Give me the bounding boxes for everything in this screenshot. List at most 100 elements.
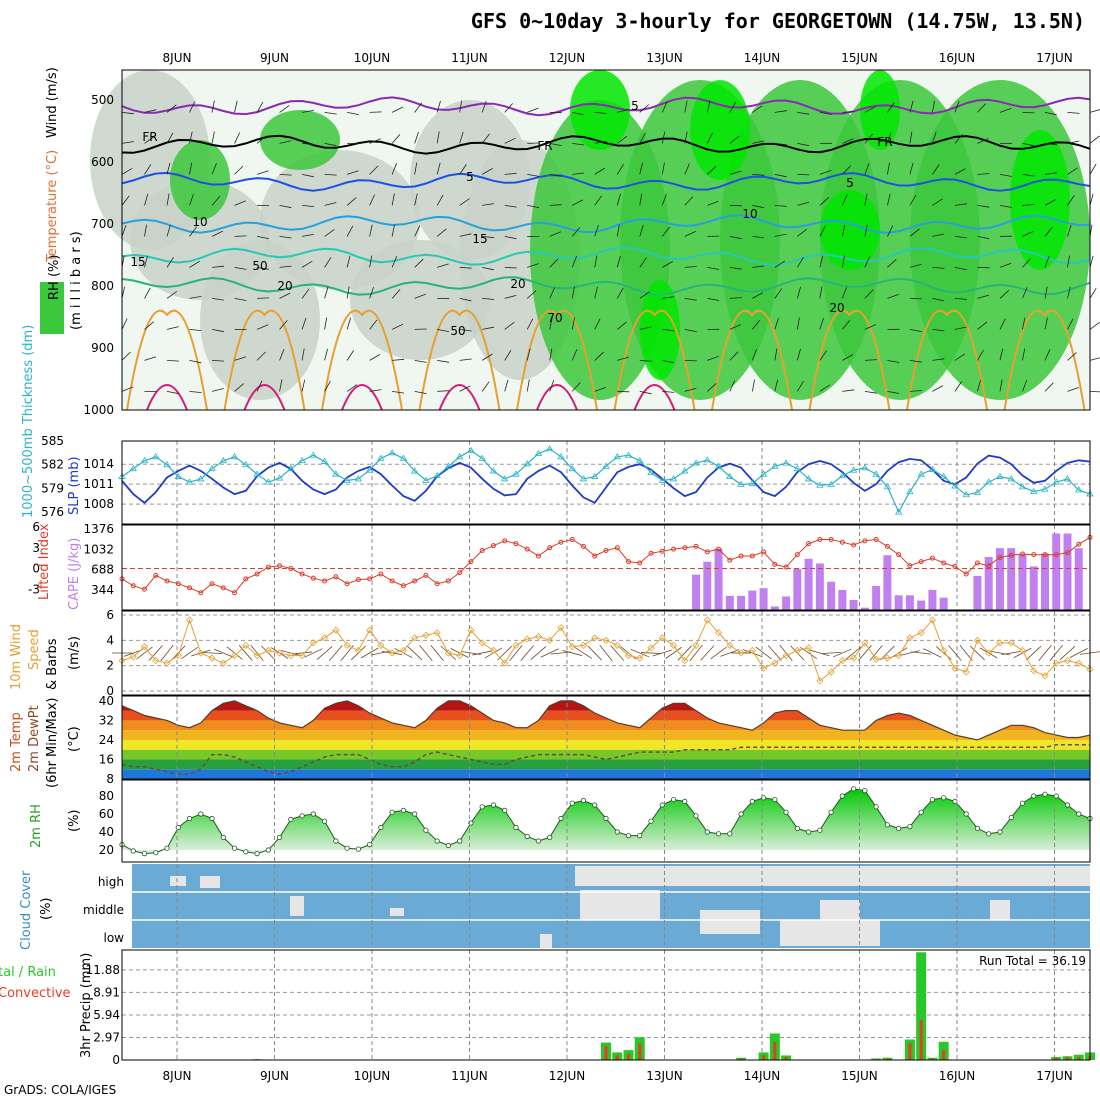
rh-marker — [1064, 802, 1071, 808]
li-marker — [1031, 552, 1037, 558]
li-marker — [693, 543, 699, 549]
thickness-marker — [399, 454, 408, 461]
temp-tick: 24 — [99, 733, 114, 747]
wind-barb — [369, 224, 373, 237]
wind-barb — [774, 317, 779, 330]
rh-marker — [715, 831, 722, 837]
thickness-marker — [242, 460, 250, 468]
wind-barb — [459, 358, 472, 361]
wind-barb — [864, 391, 877, 394]
wind-barb — [774, 379, 778, 392]
thickness-marker — [816, 481, 824, 488]
wind-barb — [819, 112, 832, 115]
precip-ylabel-conv: Convective — [0, 986, 71, 1001]
wind-barb — [391, 106, 404, 113]
top-day-labels: 8JUN 9JUN 10JUN 11JUN 12JUN 13JUN 14JUN 15JUN 16… — [163, 51, 1073, 65]
wind-barb — [526, 318, 534, 330]
wind-barb — [234, 298, 247, 301]
wind-barb — [909, 298, 922, 300]
isotherm-line — [121, 96, 1091, 117]
wind-barb — [302, 110, 314, 113]
cloud-fill — [540, 934, 552, 948]
wind-barb — [369, 319, 378, 330]
wind-barb — [869, 644, 883, 662]
wind-barb — [166, 257, 174, 268]
thickness-tick: 576 — [41, 505, 64, 519]
wind-barb — [212, 265, 225, 268]
wind-barb — [526, 290, 537, 299]
rh-marker — [186, 815, 193, 822]
wind-barb — [810, 649, 830, 657]
wind-barb — [211, 163, 217, 175]
wind-barb — [414, 360, 427, 363]
wind-tick: 0 — [106, 684, 114, 698]
wind-barb — [549, 204, 562, 206]
wind-barb — [459, 298, 472, 302]
wind-barb — [909, 360, 922, 363]
wind-barb — [819, 225, 826, 237]
wind-barb — [864, 256, 871, 268]
li-marker — [637, 560, 643, 566]
wind-barb — [909, 390, 922, 392]
wind-barb — [279, 174, 292, 176]
wind-marker — [1075, 659, 1083, 667]
li-marker — [738, 553, 744, 559]
wind-barb — [616, 255, 621, 268]
wind-barb — [1089, 357, 1100, 361]
rh-marker — [952, 798, 958, 805]
precip-conv-bar — [1054, 1057, 1058, 1060]
wind-barb — [594, 255, 598, 268]
wind-barb — [571, 349, 578, 361]
wind-marker — [546, 636, 554, 644]
li-marker — [682, 545, 688, 551]
thickness-marker — [152, 453, 160, 460]
rh-marker — [648, 818, 654, 824]
wind-barb — [729, 380, 736, 392]
thickness-marker — [208, 464, 216, 472]
li-marker — [1008, 552, 1014, 558]
li-marker — [828, 536, 834, 542]
wind-marker — [714, 629, 723, 637]
thickness-marker — [230, 453, 239, 460]
thickness-marker — [557, 453, 565, 460]
precip-ylabel: 3hr Precip (mm) — [79, 953, 94, 1058]
wind-barb — [617, 356, 629, 361]
cape-bar — [737, 595, 746, 610]
wind-marker — [850, 654, 858, 662]
li-marker — [659, 548, 665, 554]
wind-barb — [954, 326, 967, 330]
rh-marker — [333, 838, 339, 844]
wind-marker — [805, 644, 813, 652]
wind-barb — [729, 236, 742, 240]
wind-marker — [940, 646, 948, 655]
thickness-marker — [298, 456, 306, 464]
rh-marker — [265, 847, 271, 853]
wind-barb — [346, 286, 350, 299]
wind-barb — [639, 326, 652, 330]
wind-barb — [752, 265, 765, 268]
cape-bar — [939, 597, 948, 610]
wind-marker — [973, 636, 982, 644]
wind-barb — [504, 205, 517, 208]
li-marker — [400, 583, 406, 589]
wind-barb — [414, 162, 418, 175]
cape-ylabels: Lifted Index CAPE (J/kg) — [37, 523, 82, 610]
wind-barb — [752, 105, 763, 113]
rh-marker — [749, 798, 755, 805]
wind-barb — [211, 196, 221, 206]
li-marker — [941, 560, 947, 566]
wind-barb — [436, 194, 444, 206]
li-marker — [355, 577, 361, 583]
cape-bar — [883, 555, 892, 610]
wind-marker — [411, 634, 419, 642]
wind-barb — [909, 194, 917, 206]
wind-barb — [391, 289, 401, 299]
wind-barb — [121, 351, 131, 361]
wind-ylabel: Wind (m/s) — [45, 67, 60, 138]
wind-barb — [121, 224, 127, 237]
thickness-marker — [264, 478, 273, 485]
wind-barb — [1044, 317, 1048, 330]
cape-tick: 344 — [91, 583, 114, 597]
thickness-ylabel: 1000~500mb Thickness (dm) — [21, 325, 36, 518]
wind-barb — [324, 143, 337, 147]
